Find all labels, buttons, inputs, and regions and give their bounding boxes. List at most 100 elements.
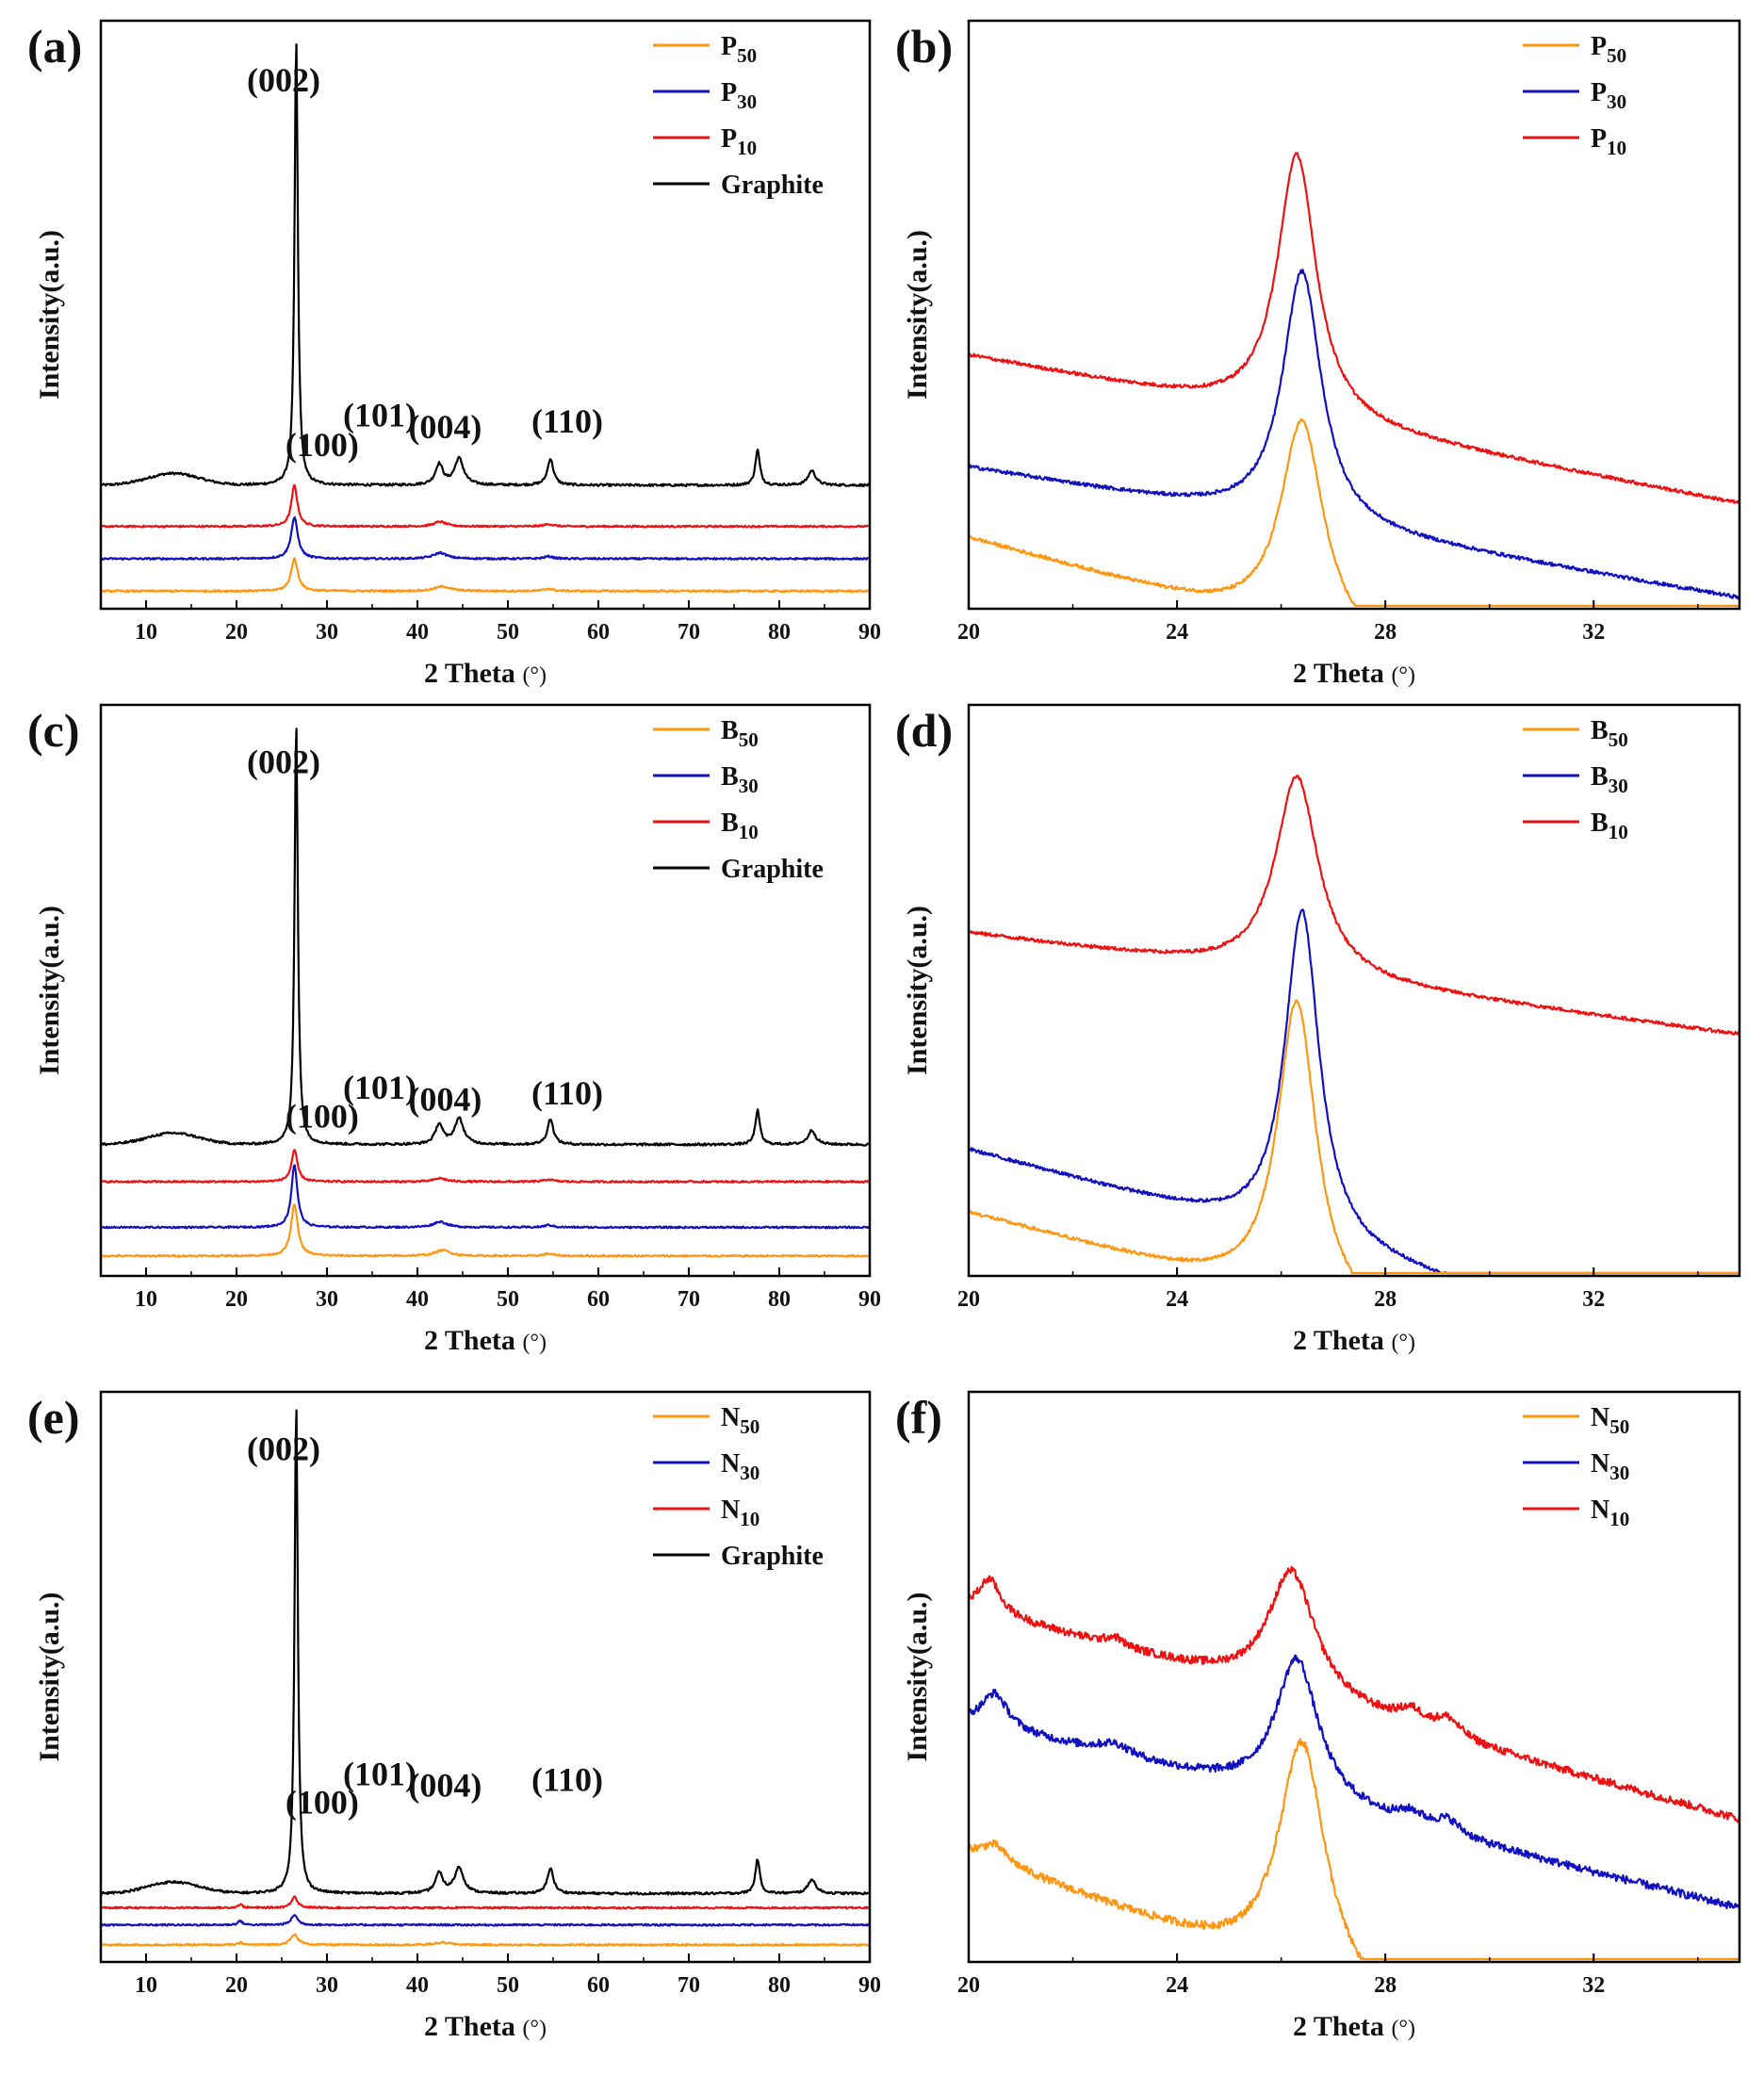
series-B50	[967, 999, 1740, 1275]
x-tick-label: 20	[225, 620, 248, 645]
x-tick-label: 50	[497, 1973, 519, 1998]
y-axis-title: Intensity(a.u.)	[902, 906, 933, 1075]
x-tick-label: 32	[1582, 620, 1605, 645]
x-tick-label: 20	[957, 1287, 980, 1312]
x-tick-label: 60	[587, 1973, 610, 1998]
x-tick-label: 80	[768, 1973, 791, 1998]
series-P30	[968, 269, 1740, 600]
series-N30	[100, 1914, 871, 1927]
x-axis-title: 2 Theta (°)	[424, 2011, 547, 2042]
x-axis-title: 2 Theta (°)	[424, 1325, 547, 1356]
x-axis-title: 2 Theta (°)	[1293, 2011, 1415, 2042]
y-axis-title: Intensity(a.u.)	[902, 230, 933, 400]
x-tick-label: 70	[678, 620, 700, 645]
peak-label: (110)	[531, 402, 603, 440]
peak-label: (101)	[343, 1755, 416, 1792]
y-axis-title: Intensity(a.u.)	[34, 1592, 65, 1761]
legend-label: P10	[1591, 124, 1626, 159]
peak-label: (004)	[408, 408, 482, 446]
series-P10	[100, 483, 871, 529]
legend-label: N30	[721, 1449, 760, 1484]
legend-label: N10	[1591, 1495, 1629, 1530]
panel-f: 20 24 28 32 2 Theta (°) Intensity(a.u.) (f) N50…	[895, 1390, 1741, 2042]
x-tick-label: 32	[1582, 1973, 1605, 1998]
panel-e: 10 20 30 40 50 60 70 80 90 2 Theta (°) Intensity(a…	[27, 1390, 881, 2042]
x-tick-label: 10	[135, 1287, 157, 1312]
x-tick-label: 80	[768, 620, 791, 645]
x-tick-label: 20	[225, 1287, 248, 1312]
plot-frame	[99, 1390, 872, 1964]
legend-label: Graphite	[721, 171, 824, 200]
x-tick-label: 28	[1374, 1287, 1396, 1312]
series-B10	[100, 1149, 871, 1184]
panel-d: 20 24 28 32 2 Theta (°) Intensity(a.u.) (d) B50…	[895, 703, 1741, 1356]
panel-b: 20 24 28 32 2 Theta (°) Intensity(a.u.) (b) P50…	[895, 19, 1741, 689]
peak-label: (002)	[247, 744, 320, 781]
x-tick-label: 60	[587, 620, 610, 645]
x-tick-label: 90	[858, 620, 881, 645]
x-tick-label: 30	[316, 1973, 338, 1998]
x-tick-label: 30	[316, 1287, 338, 1312]
legend-label: B50	[1591, 716, 1628, 751]
peak-label: (002)	[247, 61, 320, 99]
panel-c: 10 20 30 40 50 60 70 80 90 2 Theta (°) Intensity(a…	[27, 703, 881, 1356]
x-tick-label: 28	[1374, 620, 1396, 645]
legend-label: B30	[1591, 762, 1628, 797]
legend-label: N50	[721, 1403, 760, 1438]
series-N10	[967, 1565, 1741, 1823]
x-tick-label: 20	[225, 1973, 248, 1998]
x-axis-title: 2 Theta (°)	[1293, 1325, 1415, 1356]
x-tick-label: 24	[1166, 620, 1188, 645]
x-tick-label: 28	[1374, 1973, 1396, 1998]
series-B50	[100, 1203, 871, 1258]
x-tick-label: 70	[678, 1287, 700, 1312]
series-N50	[967, 1738, 1740, 1961]
legend-label: N10	[721, 1495, 760, 1530]
x-tick-label: 50	[497, 620, 519, 645]
legend-label: Graphite	[721, 1542, 824, 1571]
peak-label: (002)	[247, 1430, 320, 1468]
legend-label: N30	[1591, 1449, 1629, 1484]
panel-label: (f)	[895, 1391, 942, 1444]
plot-frame	[99, 703, 872, 1278]
y-axis-title: Intensity(a.u.)	[34, 230, 65, 400]
peak-label: (100)	[286, 426, 359, 464]
series-B30	[100, 1164, 871, 1230]
x-tick-label: 20	[957, 1973, 980, 1998]
legend-label: N50	[1591, 1403, 1629, 1438]
y-axis-title: Intensity(a.u.)	[34, 906, 65, 1075]
x-tick-label: 10	[135, 1973, 157, 1998]
series-P30	[100, 516, 871, 561]
plot-frame	[967, 703, 1741, 1278]
x-tick-label: 80	[768, 1287, 791, 1312]
peak-label: (004)	[408, 1080, 482, 1118]
peak-label: (004)	[408, 1767, 482, 1805]
panel-label: (c)	[27, 704, 80, 757]
plot-frame	[99, 19, 872, 611]
peak-label: (100)	[286, 1784, 359, 1822]
series-Graphite	[99, 1409, 871, 1896]
series-P50	[967, 418, 1740, 607]
panel-label: (d)	[895, 704, 953, 757]
legend-label: P50	[1591, 32, 1626, 67]
panel-label: (b)	[895, 20, 953, 73]
panel-label: (a)	[27, 20, 82, 73]
peak-label: (110)	[531, 1074, 603, 1112]
x-tick-label: 40	[406, 620, 429, 645]
panel-a: 10 20 30 40 50 60 70 80 90 2 Theta (°) Intensity(a…	[27, 19, 881, 689]
x-tick-label: 50	[497, 1287, 519, 1312]
x-tick-label: 70	[678, 1973, 700, 1998]
legend-label: Graphite	[721, 855, 824, 884]
series-B10	[968, 775, 1741, 1037]
series-P10	[968, 152, 1741, 505]
x-tick-label: 60	[587, 1287, 610, 1312]
x-axis-title: 2 Theta (°)	[1293, 658, 1415, 689]
legend-label: B10	[1591, 809, 1628, 843]
peak-label: (110)	[531, 1761, 603, 1799]
series-N50	[100, 1933, 871, 1947]
x-tick-label: 30	[316, 620, 338, 645]
peak-label: (100)	[286, 1097, 359, 1135]
plot-frame	[967, 1390, 1741, 1964]
x-tick-label: 20	[957, 620, 980, 645]
